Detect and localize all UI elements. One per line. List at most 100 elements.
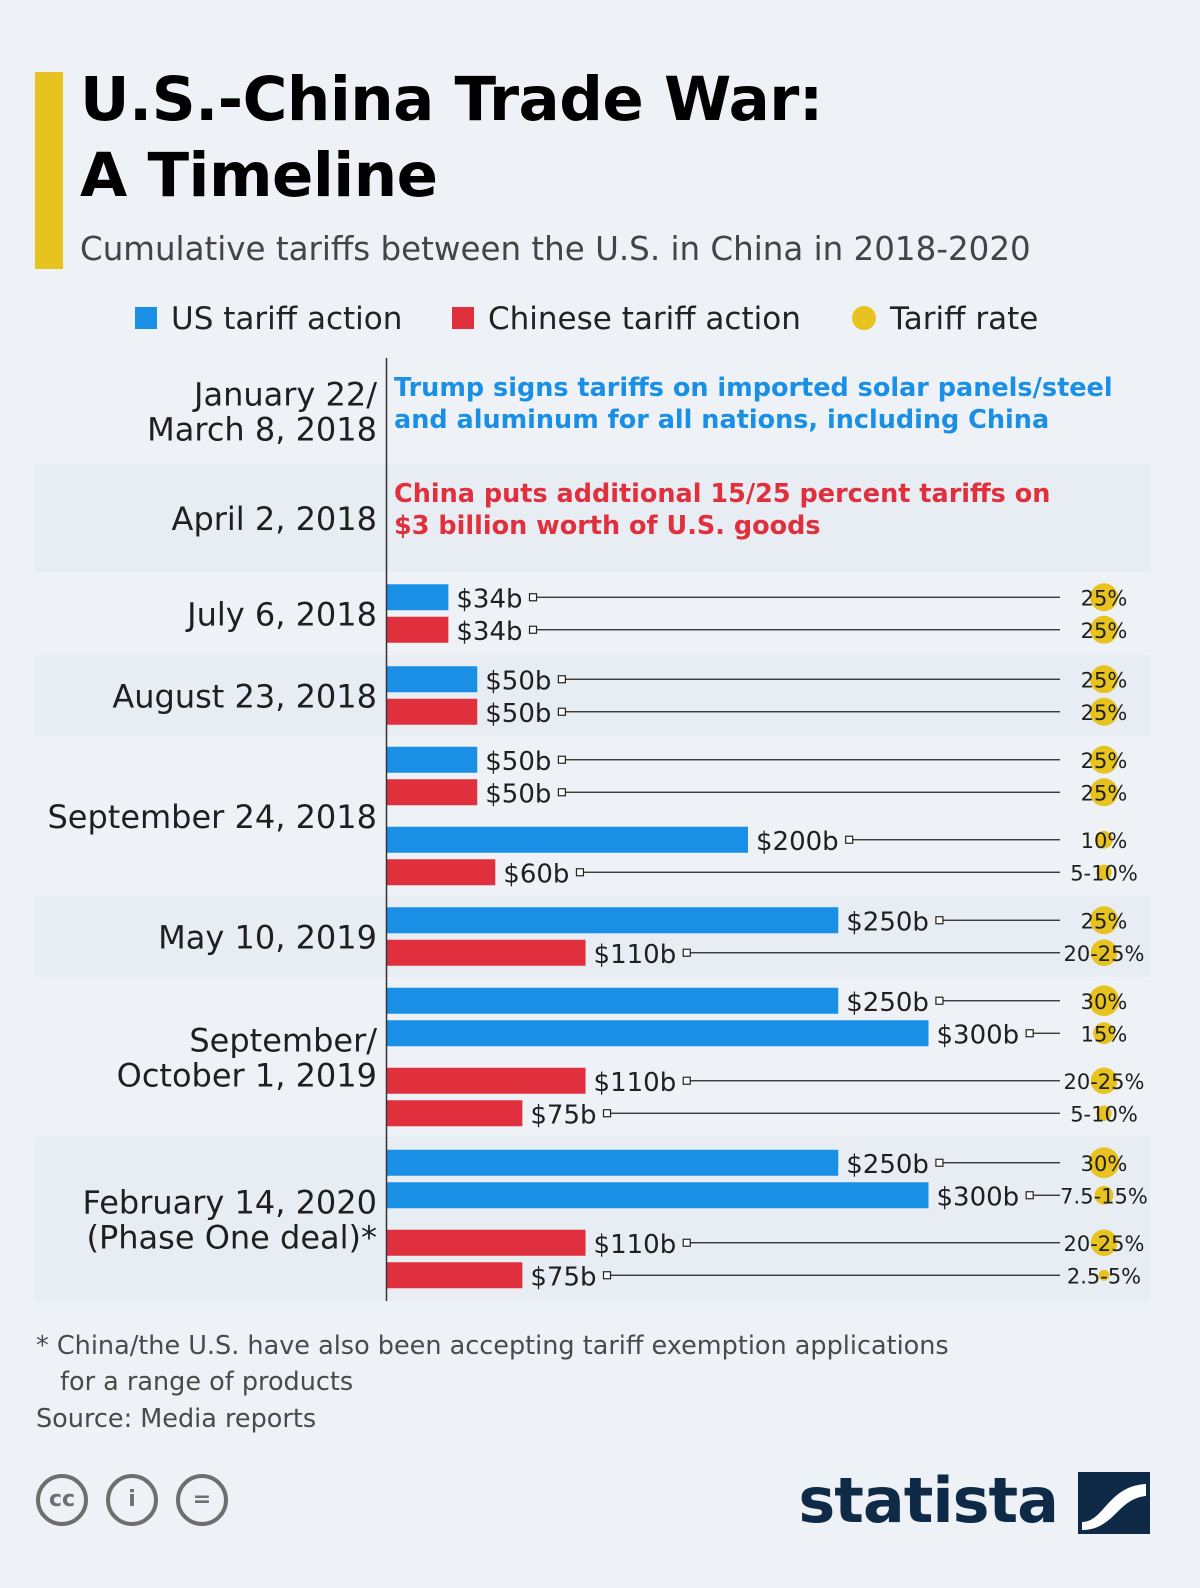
bar-value-label: $200b [756, 827, 839, 857]
connector-marker [602, 1109, 612, 1118]
bar-value-label: $110b [594, 1230, 677, 1260]
bar-us [387, 987, 839, 1014]
tariff-rate-label: 5-10% [1070, 1102, 1138, 1126]
bar-china [387, 1067, 586, 1094]
legend-label-china: Chinese tariff action [488, 301, 801, 337]
event-note: Trump signs tariffs on imported solar pa… [394, 373, 1113, 403]
connector-marker [528, 625, 538, 634]
statista-wordmark: statista [798, 1464, 1059, 1537]
bar-us [387, 584, 449, 611]
bar-value-label: $110b [594, 1068, 677, 1098]
bar-china [387, 779, 478, 806]
tariff-rate-label: 20-25% [1064, 1232, 1145, 1256]
tariff-rate-dot [1096, 1105, 1112, 1121]
bar-value-label: $50b [485, 779, 551, 809]
bar-us [387, 1020, 929, 1047]
title-line-1: U.S.-China Trade War: [80, 64, 823, 135]
tariff-rate-label: 30% [1081, 990, 1128, 1014]
connector-marker [557, 755, 566, 764]
tariff-rate-dot [1090, 745, 1118, 774]
tariff-rate-dot [1090, 778, 1118, 807]
connector-marker [935, 1158, 944, 1167]
period-label: April 2, 2018 [172, 500, 377, 538]
connector-marker [528, 593, 538, 602]
bar-value-label: $250b [846, 907, 929, 937]
connector-marker [557, 707, 566, 716]
tariff-rate-dot [1090, 665, 1118, 694]
connector-marker [557, 788, 566, 797]
tariff-rate-label: 25% [1081, 909, 1128, 933]
tariff-rate-label: 20-25% [1064, 1070, 1145, 1094]
connector-marker [1025, 1029, 1034, 1038]
bar-us [387, 907, 839, 934]
no-derivatives-icon[interactable]: = [176, 1474, 228, 1526]
tariff-rate-dot [1094, 1185, 1114, 1205]
tariff-rate-dot [1090, 1067, 1118, 1095]
bar-value-label: $50b [485, 747, 551, 777]
legend-item-china: Chinese tariff action [452, 300, 801, 338]
tariff-rate-dot [1090, 1229, 1118, 1257]
footnote-line-1: * China/the U.S. have also been acceptin… [36, 1331, 949, 1361]
bar-value-label: $75b [530, 1262, 596, 1292]
bar-value-label: $250b [846, 988, 929, 1018]
bar-china [387, 616, 449, 643]
legend-item-rate: Tariff rate [852, 300, 1038, 338]
period-label: July 6, 2018 [185, 596, 377, 634]
period-label: February 14, 2020 [83, 1184, 377, 1222]
tariff-rate-label: 5-10% [1070, 861, 1138, 885]
tariff-rate-label: 10% [1081, 829, 1128, 853]
period-label: May 10, 2019 [158, 919, 377, 957]
legend-dot-rate [852, 305, 876, 330]
bar-china [387, 859, 496, 886]
bar-value-label: $60b [503, 859, 569, 889]
tariff-rate-dot [1093, 1022, 1115, 1045]
bar-value-label: $50b [485, 699, 551, 729]
footnote-line-2: for a range of products [60, 1367, 354, 1397]
bar-china [387, 698, 478, 725]
bar-us [387, 1149, 839, 1176]
bar-value-label: $50b [485, 666, 551, 696]
legend-item-us: US tariff action [135, 300, 402, 338]
footnote: * China/the U.S. have also been acceptin… [36, 1328, 949, 1400]
tariff-rate-label: 25% [1081, 586, 1128, 610]
period-label: September/ [189, 1022, 377, 1060]
event-note: China puts additional 15/25 percent tari… [394, 479, 1050, 509]
source-note: Source: Media reports [36, 1404, 317, 1434]
tariff-rate-label: 20-25% [1064, 942, 1145, 966]
tariff-rate-label: 2.5-5% [1067, 1264, 1141, 1288]
connector-marker [935, 996, 944, 1005]
tariff-rate-dot [1090, 583, 1118, 612]
bar-china [387, 1262, 523, 1289]
connector-marker [845, 835, 854, 844]
tariff-rate-label: 25% [1081, 619, 1128, 643]
tariff-rate-dot [1095, 830, 1113, 849]
connector-marker [575, 868, 585, 877]
legend-label-rate: Tariff rate [890, 301, 1039, 337]
tariff-rate-label: 30% [1081, 1152, 1128, 1176]
bar-value-label: $300b [937, 1182, 1020, 1212]
attribution-icon[interactable]: i [106, 1474, 158, 1526]
period-band [35, 464, 1150, 572]
bar-us [387, 826, 748, 853]
tariff-rate-dot [1088, 1147, 1120, 1179]
bar-china [387, 1100, 523, 1127]
tariff-rate-dot [1090, 906, 1118, 935]
tariff-rate-dot [1090, 615, 1118, 644]
connector-marker [1025, 1191, 1034, 1200]
cc-icon[interactable]: cc [36, 1474, 88, 1526]
connector-marker [557, 675, 566, 684]
title-line-2: A Timeline [80, 140, 438, 211]
tariff-rate-label: 25% [1081, 668, 1128, 692]
period-label: January 22/ [192, 376, 377, 414]
tariff-rate-dot [1088, 985, 1120, 1017]
period-band [35, 655, 1150, 736]
statista-logo[interactable]: statista [798, 1460, 1150, 1540]
bar-us [387, 746, 478, 773]
connector-marker [682, 948, 691, 957]
period-label: August 23, 2018 [112, 678, 377, 716]
period-label: (Phase One deal)* [86, 1219, 377, 1257]
legend-swatch-china [452, 306, 474, 329]
subtitle: Cumulative tariffs between the U.S. in C… [80, 230, 1031, 268]
bar-value-label: $300b [937, 1020, 1020, 1050]
bar-value-label: $34b [456, 617, 522, 647]
